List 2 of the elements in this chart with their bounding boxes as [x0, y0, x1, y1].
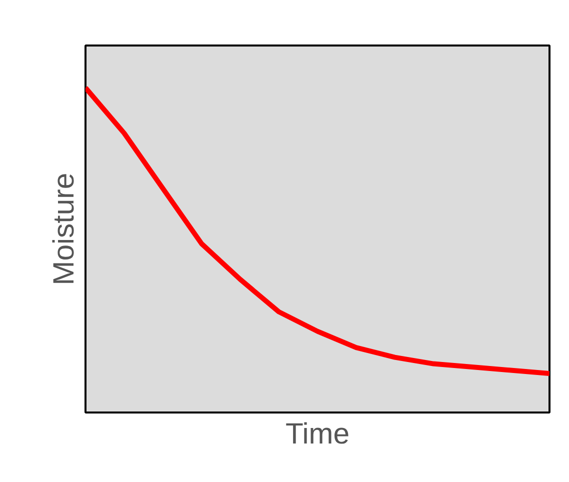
- y-axis-title: Moisture: [48, 172, 80, 286]
- x-axis-title: Time: [285, 418, 350, 450]
